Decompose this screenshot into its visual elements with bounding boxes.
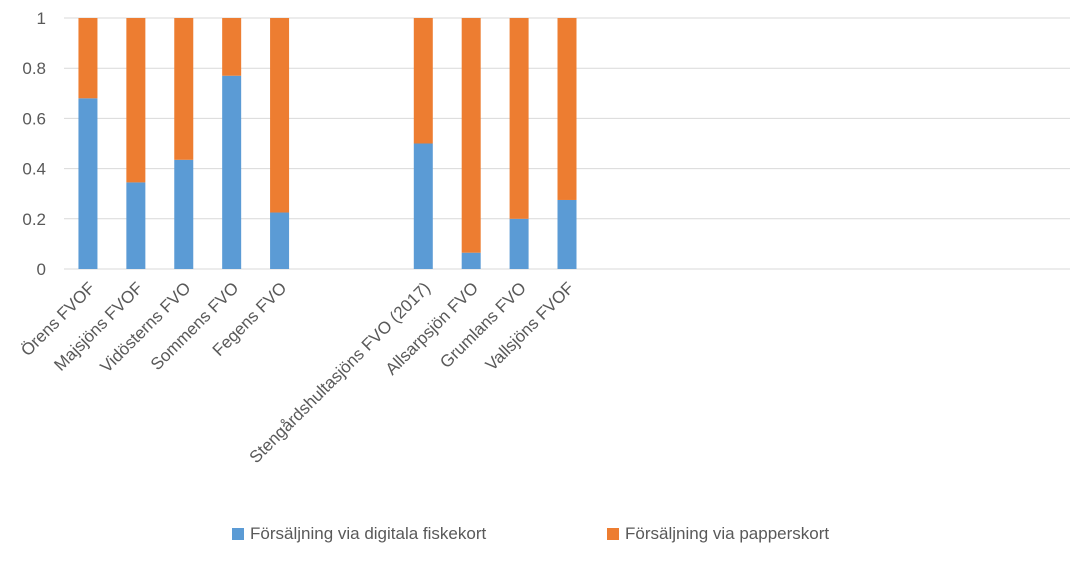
- legend-label-paper: Försäljning via papperskort: [625, 524, 830, 543]
- y-tick-label: 0: [37, 260, 46, 279]
- x-tick-label: Grumlans FVO: [436, 278, 530, 372]
- legend-item-paper: Försäljning via papperskort: [607, 524, 829, 544]
- bar-segment-digital: [557, 199, 577, 269]
- y-tick-label: 0.8: [22, 59, 46, 78]
- bar-segment-paper: [174, 18, 194, 160]
- y-tick-label: 0.4: [22, 160, 46, 179]
- legend-label-digital: Försäljning via digitala fiskekort: [250, 524, 487, 543]
- x-tick-label: Vallsjöns FVOF: [482, 278, 578, 374]
- bar-segment-digital: [461, 252, 481, 269]
- legend-swatch-digital: [232, 528, 244, 540]
- bar-segment-paper: [557, 18, 577, 200]
- bar-segment-paper: [270, 18, 290, 213]
- bar-segment-digital: [413, 143, 433, 269]
- y-tick-label: 0.6: [22, 109, 46, 128]
- y-tick-label: 1: [37, 9, 46, 28]
- bar-segment-digital: [270, 212, 290, 269]
- y-axis-tick-labels: 0 0.2 0.4 0.6 0.8 1: [22, 9, 46, 279]
- bar-segment-paper: [126, 18, 146, 183]
- bars: [78, 18, 577, 269]
- legend: Försäljning via digitala fiskekort Försä…: [0, 524, 1083, 554]
- bar-segment-paper: [509, 18, 529, 219]
- bar-segment-digital: [174, 159, 194, 269]
- bar-segment-digital: [78, 98, 98, 269]
- bar-segment-paper: [78, 18, 98, 99]
- bar-segment-paper: [222, 18, 242, 76]
- bar-segment-digital: [126, 182, 146, 269]
- y-tick-label: 0.2: [22, 210, 46, 229]
- bar-segment-digital: [509, 218, 529, 269]
- bar-segment-digital: [222, 75, 242, 269]
- legend-swatch-paper: [607, 528, 619, 540]
- bar-segment-paper: [461, 18, 481, 253]
- bar-segment-paper: [413, 18, 433, 144]
- legend-item-digital: Försäljning via digitala fiskekort: [232, 524, 486, 544]
